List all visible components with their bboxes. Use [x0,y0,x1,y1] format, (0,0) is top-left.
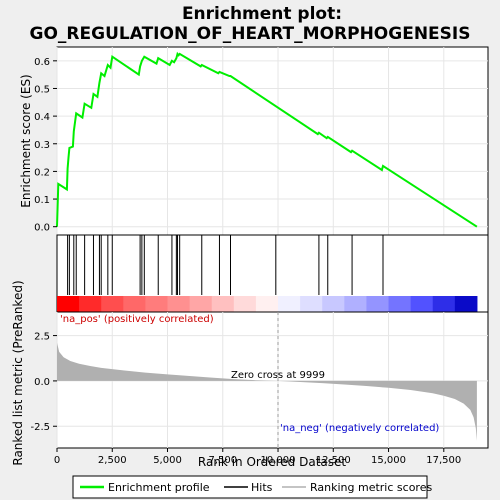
x-tick-label: 5,000 [153,455,182,466]
x-tick-label: 2,500 [98,455,127,466]
es-ytick-label: 0.0 [34,223,50,234]
x-tick-label: 7,500 [208,455,237,466]
gradient-segment [278,296,301,312]
gradient-segment [454,296,478,312]
enrichment-profile-line [56,51,478,228]
gradient-segment [123,296,146,312]
neg-correlated-label: 'na_neg' (negatively correlated) [280,423,439,434]
gradient-segment [101,296,124,312]
gradient-segment [366,296,390,312]
gradient-segment [189,296,213,312]
x-tick-label: 17,500 [426,455,461,466]
x-axis-label: Rank in Ordered Dataset [198,455,346,469]
legend-metric-label: Ranking metric scores [310,481,432,494]
es-ytick-label: 0.1 [34,195,50,206]
x-tick-label: 12,500 [316,455,351,466]
es-ylabel: Enrichment score (ES) [19,74,33,207]
gradient-segment [322,296,345,312]
x-tick-label: 10,000 [261,455,296,466]
metric-ytick-label: -2.5 [30,422,50,433]
legend-box [72,475,428,499]
x-tick-label: 15,000 [371,455,406,466]
gradient-segment [255,296,279,312]
chart-title-line2: GO_REGULATION_OF_HEART_MORPHOGENESIS [30,24,471,44]
es-panel [56,46,489,236]
es-ytick-label: 0.2 [34,167,50,178]
legend-profile-label: Enrichment profile [108,481,210,494]
es-ytick-label: 0.4 [34,112,50,123]
x-tick-label: 0 [54,455,60,466]
es-ytick-label: 0.3 [34,140,50,151]
pos-correlated-label: 'na_pos' (positively correlated) [60,314,214,325]
gradient-segment [344,296,367,312]
gradient-segment [57,296,80,312]
gradient-segment [145,296,169,312]
zero-cross-label: Zero cross at 9999 [231,370,325,381]
gradient-segment [79,296,102,312]
metric-ylabel: Ranked list metric (PreRanked) [11,280,25,465]
gradient-segment [432,296,456,312]
gradient-segment [410,296,434,312]
es-ytick-label: 0.6 [34,57,50,68]
es-ytick-label: 0.5 [34,84,50,95]
chart-title-line1: Enrichment plot: [182,4,342,24]
gradient-segment [300,296,323,312]
gradient-segment [211,296,235,312]
legend-hits-label: Hits [251,481,273,494]
metric-ytick-label: 2.5 [34,332,50,343]
metric-ytick-label: 0.0 [34,377,50,388]
gradient-segment [167,296,191,312]
gradient-segment [233,296,257,312]
gradient-segment [388,296,412,312]
